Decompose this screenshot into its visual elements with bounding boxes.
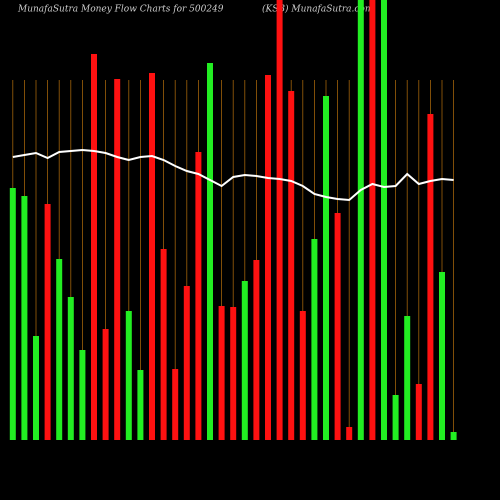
bar [323, 96, 329, 440]
bar [91, 54, 97, 440]
bar [79, 350, 86, 440]
chart-subtitle: (KSB) MunafaSutra.com [262, 4, 373, 15]
bar [183, 286, 190, 440]
bar [346, 427, 353, 440]
bar [230, 307, 237, 440]
money-flow-line [12, 148, 454, 202]
bar [195, 152, 202, 440]
bar [102, 329, 109, 440]
bar [125, 311, 132, 440]
bar [149, 73, 155, 440]
bar [9, 188, 16, 440]
bar [21, 196, 28, 440]
bar [137, 370, 144, 440]
bar [56, 259, 63, 440]
bar [207, 63, 213, 440]
bar [392, 395, 399, 440]
bar [299, 311, 306, 440]
bar [404, 316, 411, 440]
chart-title: MunafaSutra Money Flow Charts for 500249 [17, 5, 224, 15]
bar [334, 213, 341, 440]
bar [218, 306, 225, 440]
bar [450, 432, 457, 440]
bar [427, 114, 434, 440]
bar [114, 79, 121, 440]
bar [160, 249, 167, 440]
bar [415, 384, 422, 440]
bar [33, 336, 39, 440]
bar [241, 281, 248, 440]
bar [265, 75, 271, 440]
bar [288, 91, 295, 440]
bar [381, 0, 387, 440]
bar [172, 369, 179, 440]
bar [439, 272, 445, 440]
bar [369, 0, 376, 440]
bar [311, 239, 318, 440]
bar [357, 0, 364, 440]
bar [67, 297, 74, 440]
bar [44, 204, 51, 440]
bar [276, 0, 283, 440]
bar [253, 260, 260, 440]
